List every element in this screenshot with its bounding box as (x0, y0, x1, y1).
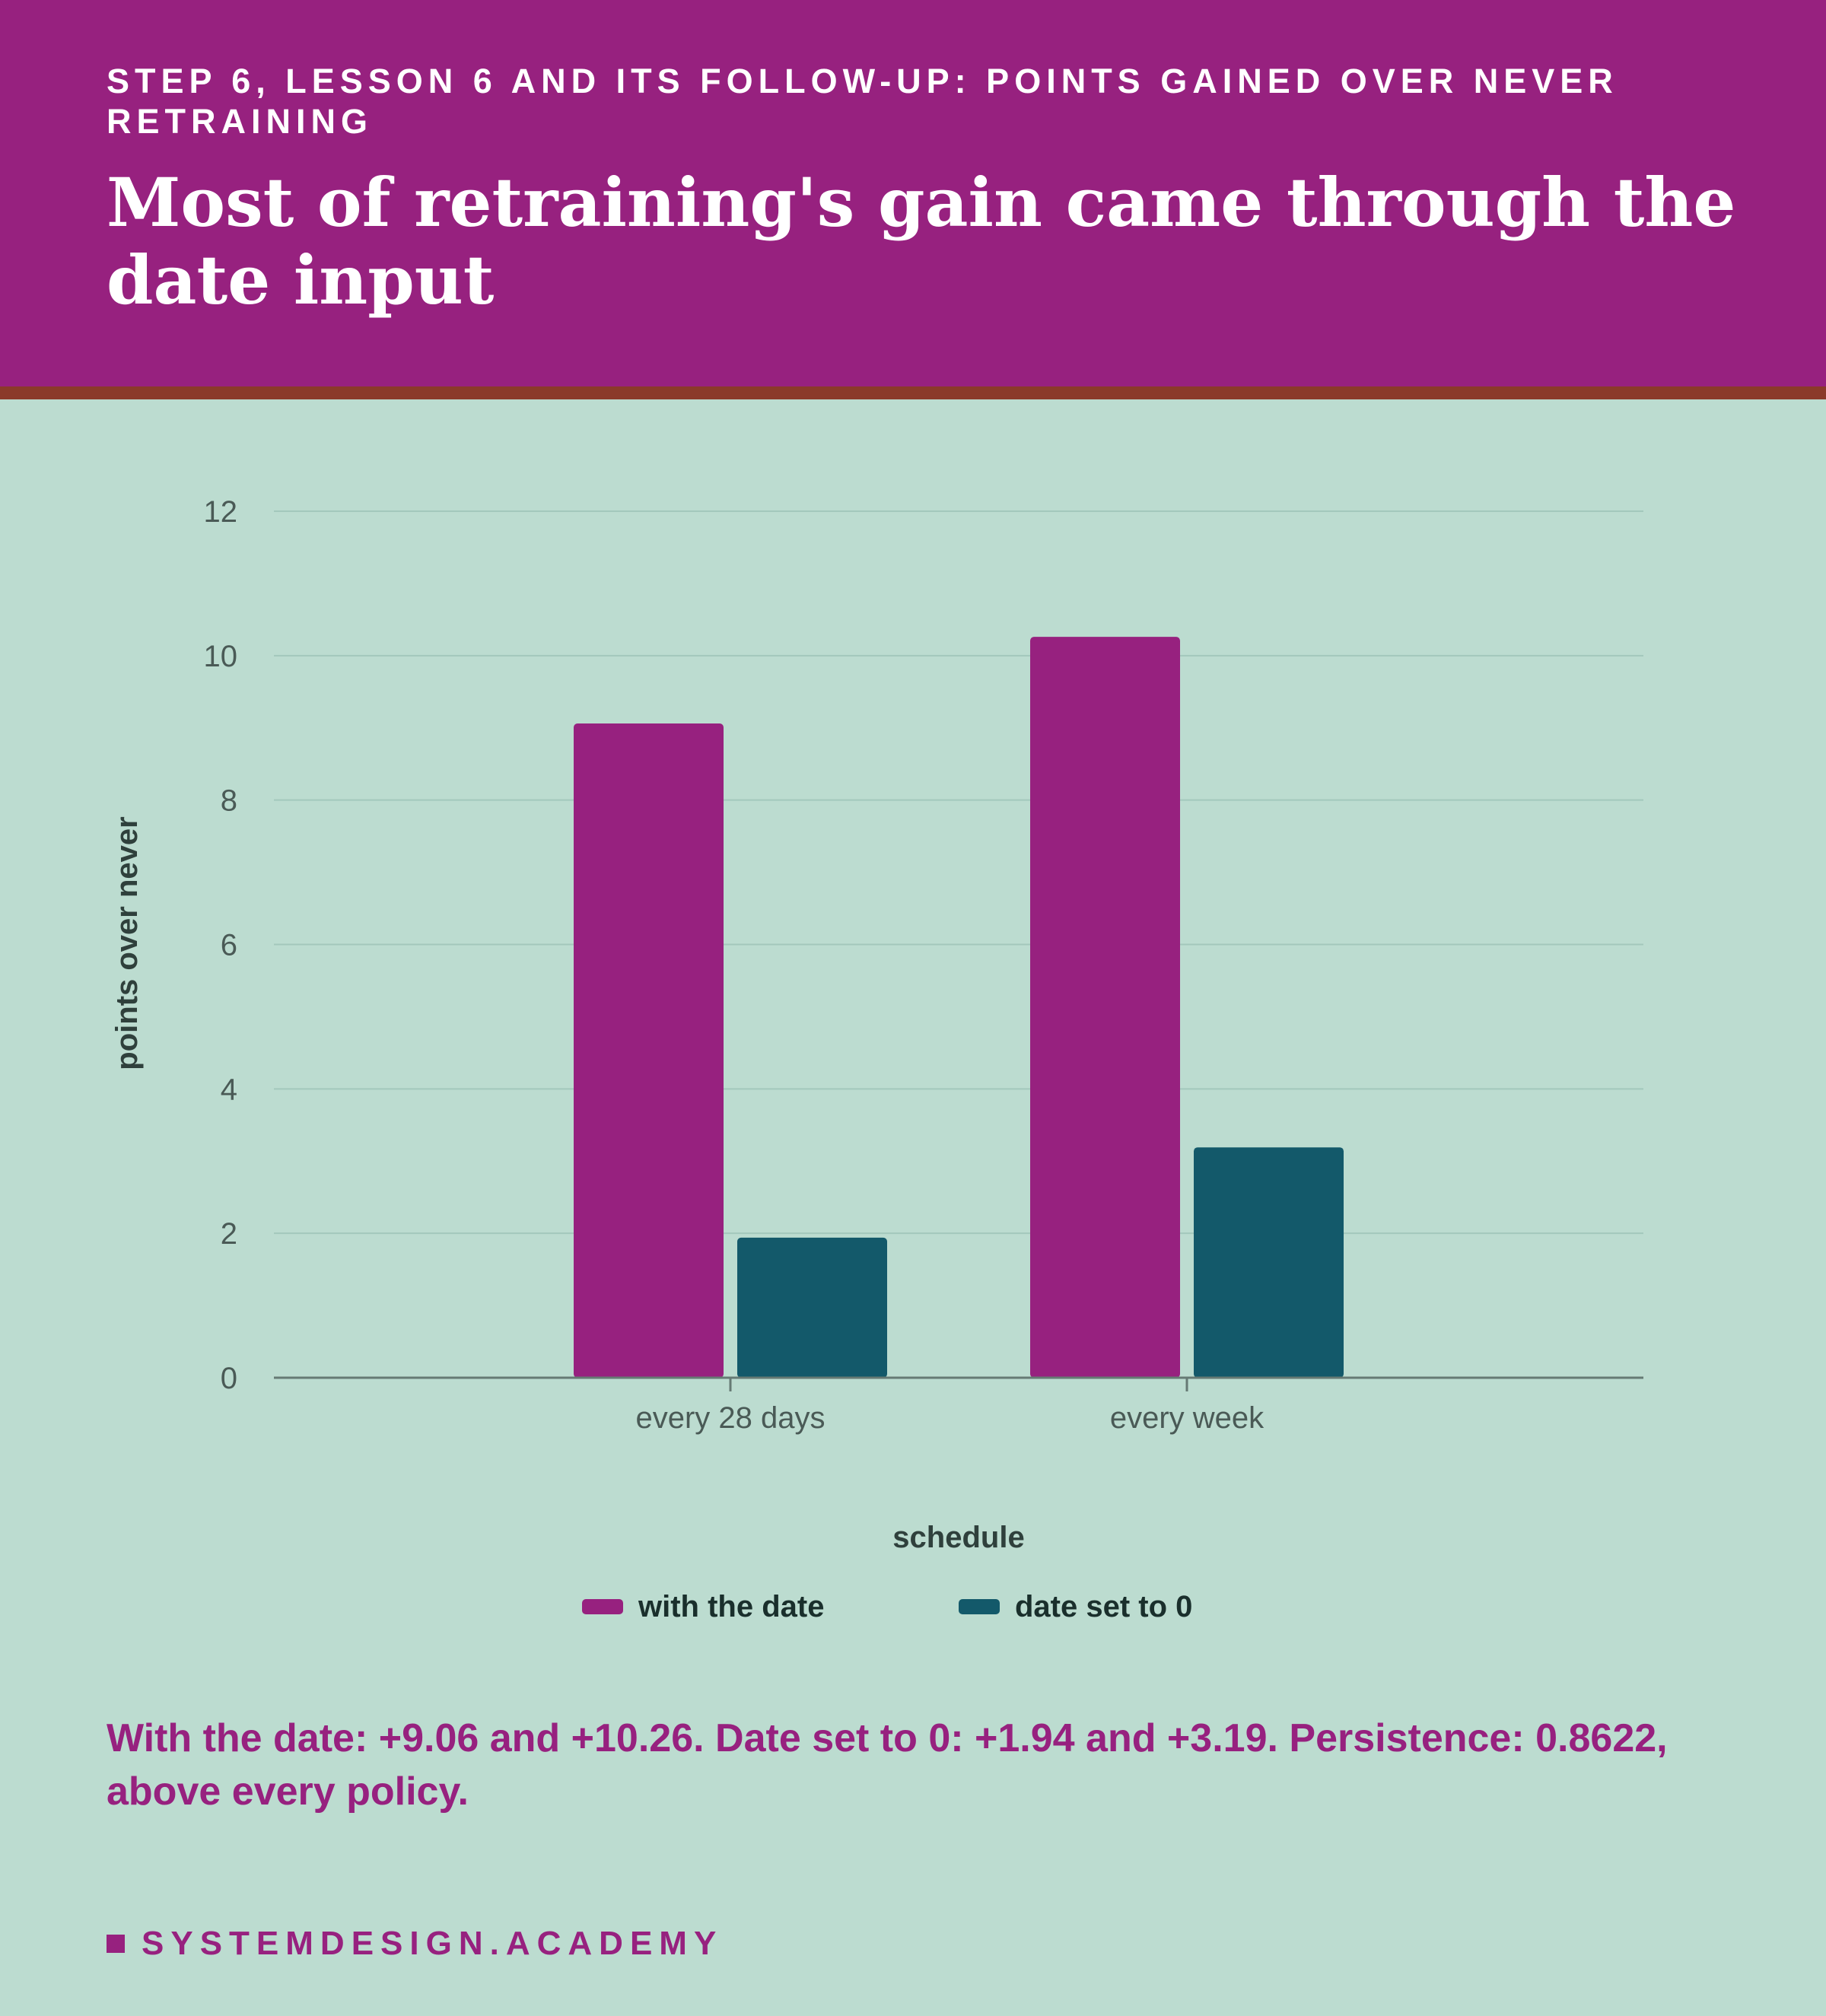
legend-swatch (959, 1599, 1000, 1614)
chart-caption: With the date: +9.06 and +10.26. Date se… (107, 1716, 1668, 1814)
legend-label: date set to 0 (1015, 1589, 1193, 1623)
bar (574, 723, 724, 1378)
chart-headline: Most of retraining's gain came through t… (107, 163, 1736, 320)
bar-chart: 0 2 4 6 8 10 12 every 28 days every week schedule… (110, 495, 1643, 1554)
header-divider (0, 386, 1826, 399)
bar (737, 1237, 887, 1378)
y-tick-label: 6 (221, 929, 237, 962)
legend-item-date-set-to-0: date set to 0 (959, 1584, 1192, 1630)
brand-name: SYSTEMDESIGN.ACADEMY (142, 1925, 724, 1962)
y-tick-label: 2 (221, 1217, 237, 1251)
chart-legend: with the date date set to 0 (0, 1584, 1826, 1630)
legend-item-with-the-date: with the date (582, 1584, 824, 1630)
y-tick-label: 4 (221, 1073, 237, 1106)
x-tick-label: every 28 days (635, 1401, 825, 1435)
x-tick-label: every week (1110, 1401, 1265, 1435)
y-tick-label: 12 (204, 495, 238, 529)
brand-square-icon (107, 1935, 125, 1953)
legend-label: with the date (638, 1589, 825, 1623)
y-tick-label: 8 (221, 784, 237, 818)
bar (1030, 637, 1180, 1378)
eyebrow-text: STEP 6, LESSON 6 AND ITS FOLLOW-UP: POIN… (107, 62, 1618, 141)
brand-footer: SYSTEMDESIGN.ACADEMY (107, 1925, 723, 1963)
y-tick-label: 10 (204, 640, 238, 673)
legend-swatch (582, 1599, 623, 1614)
bar (1194, 1147, 1344, 1378)
y-axis-title: points over never (110, 816, 144, 1070)
header-banner: STEP 6, LESSON 6 AND ITS FOLLOW-UP: POIN… (0, 0, 1826, 386)
x-axis-title: schedule (892, 1521, 1024, 1554)
y-tick-label: 0 (221, 1362, 237, 1395)
